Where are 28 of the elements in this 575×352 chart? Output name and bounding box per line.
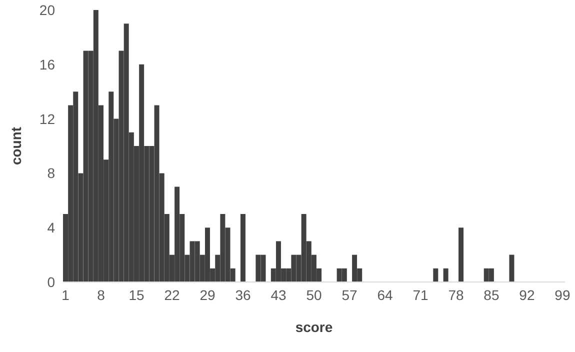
x-tick-label: 85: [484, 286, 500, 303]
bar: [509, 254, 514, 282]
y-tick-label: 12: [39, 110, 56, 127]
x-tick-label: 43: [270, 286, 286, 303]
bar: [443, 268, 448, 282]
y-tick-label: 20: [39, 2, 56, 18]
x-tick-label: 22: [164, 286, 180, 303]
x-tick-label: 92: [519, 286, 535, 303]
y-tick-label: 16: [39, 56, 56, 72]
bar: [433, 268, 438, 282]
x-tick-label: 8: [97, 286, 106, 303]
x-tick-label: 57: [342, 286, 358, 303]
x-tick-label: 99: [554, 286, 570, 303]
y-tick-label: 0: [47, 274, 56, 290]
bar: [458, 228, 464, 282]
x-tick-label: 29: [200, 286, 216, 303]
x-tick-label: 15: [128, 286, 145, 303]
y-tick-label: 4: [47, 220, 56, 236]
y-tick-label: 8: [47, 165, 56, 182]
x-tick-label: 50: [306, 286, 322, 303]
y-axis-title: count: [8, 126, 24, 166]
x-tick-label: 78: [448, 286, 464, 303]
x-tick-label: 1: [62, 286, 70, 303]
x-tick-label: 36: [235, 286, 252, 303]
x-axis-title: score: [295, 319, 333, 335]
x-tick-label: 71: [412, 286, 428, 303]
x-tick-label: 64: [377, 286, 393, 303]
bar: [240, 214, 246, 282]
